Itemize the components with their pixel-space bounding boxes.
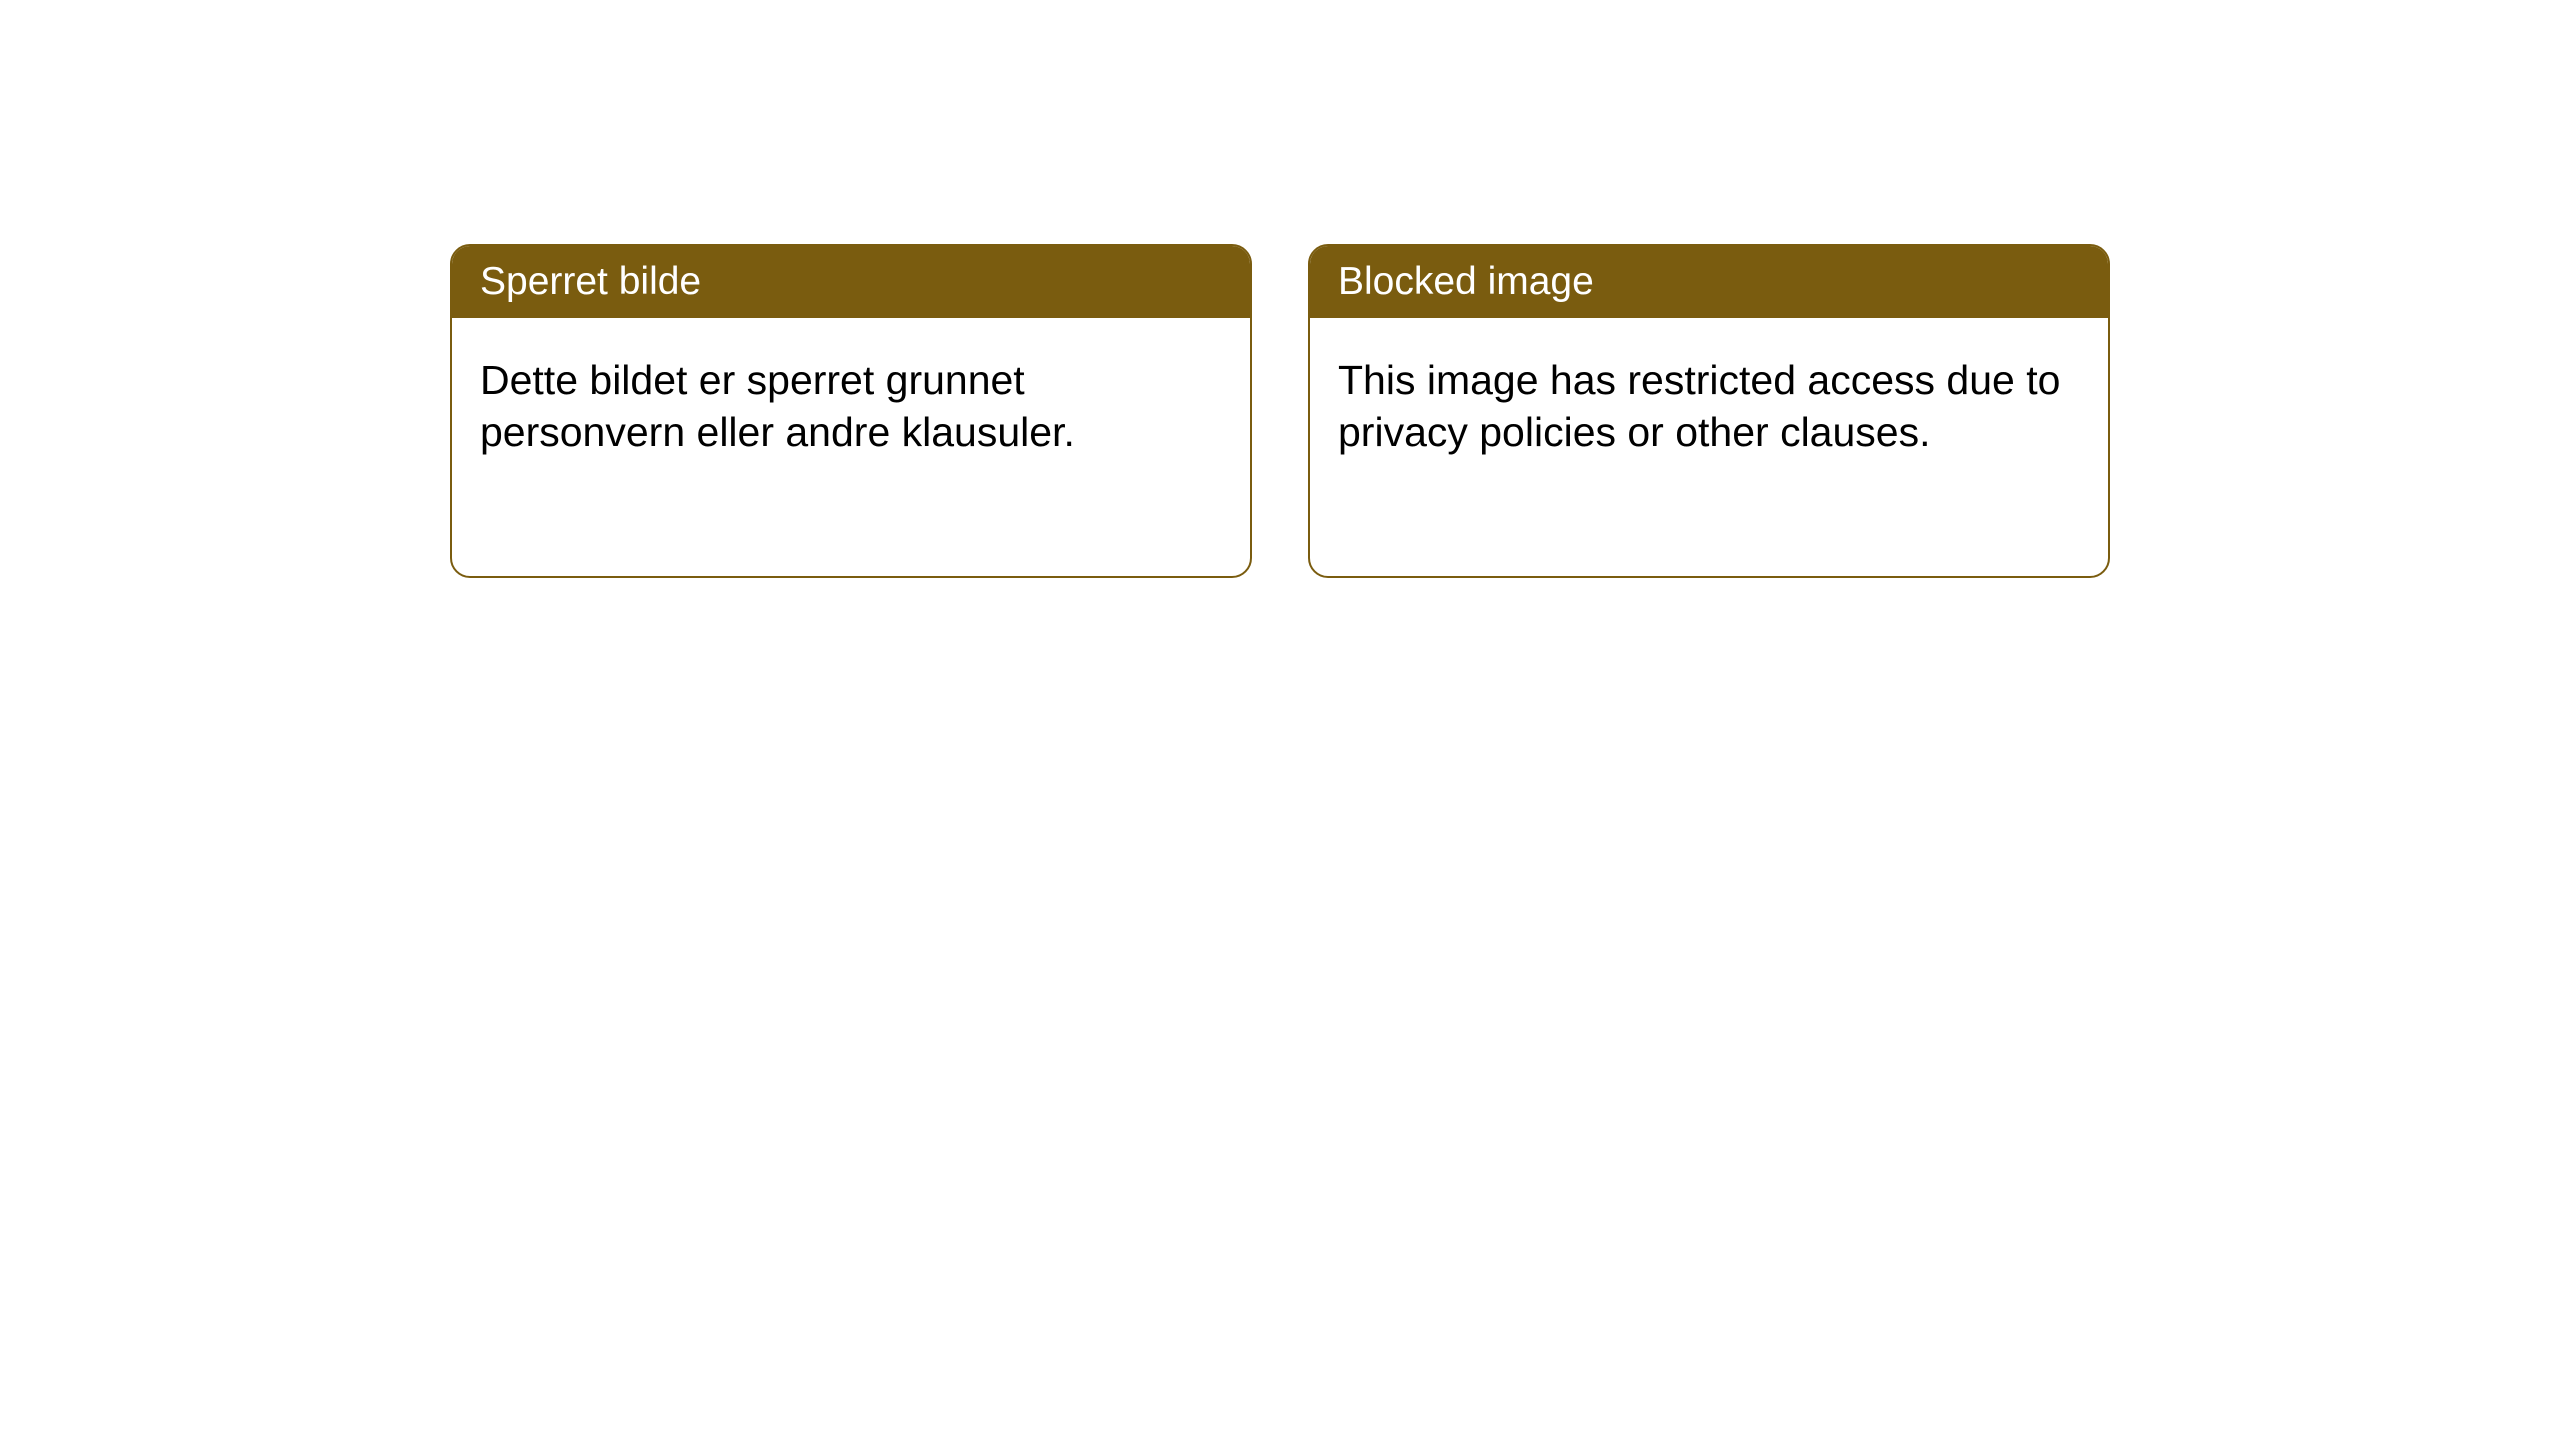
card-body: This image has restricted access due to … <box>1310 318 2108 495</box>
card-title: Sperret bilde <box>480 260 701 303</box>
notice-card-norwegian: Sperret bilde Dette bildet er sperret gr… <box>450 244 1252 578</box>
card-body-text: This image has restricted access due to … <box>1338 357 2060 455</box>
card-title: Blocked image <box>1338 260 1594 303</box>
card-header: Blocked image <box>1310 246 2108 318</box>
notice-card-english: Blocked image This image has restricted … <box>1308 244 2110 578</box>
card-body-text: Dette bildet er sperret grunnet personve… <box>480 357 1075 455</box>
card-body: Dette bildet er sperret grunnet personve… <box>452 318 1250 495</box>
notice-container: Sperret bilde Dette bildet er sperret gr… <box>0 0 2560 578</box>
card-header: Sperret bilde <box>452 246 1250 318</box>
